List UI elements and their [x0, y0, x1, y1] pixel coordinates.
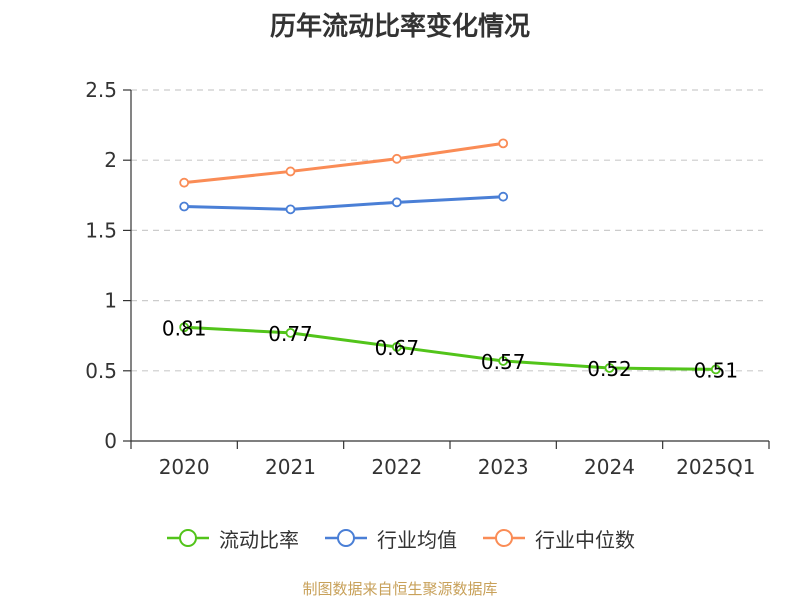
series-0-point — [498, 356, 509, 366]
legend-item-0[interactable]: 流动比率 — [165, 524, 299, 553]
series-0-line — [184, 325, 716, 371]
series-0-point — [179, 322, 190, 333]
legend-swatch-icon — [325, 529, 367, 547]
series-1-point — [391, 197, 402, 208]
source-note: 制图数据来自恒生聚源数据库 — [302, 580, 498, 598]
legend-label: 行业中位数 — [535, 527, 635, 552]
data-label: 0.77 — [268, 322, 313, 346]
legend-swatch-icon — [167, 529, 209, 547]
data-label: 0.52 — [587, 357, 632, 381]
legend-item-2[interactable]: 行业中位数 — [481, 524, 635, 553]
series-1-point — [498, 191, 509, 202]
legend-label: 行业均值 — [377, 527, 457, 552]
x-tick-label: 2024 — [584, 455, 635, 479]
chart-title: 历年流动比率变化情况 — [269, 12, 530, 42]
y-tick-label: 2.5 — [85, 78, 117, 102]
legend-label: 流动比率 — [219, 527, 299, 552]
y-tick-label: 2 — [104, 148, 117, 172]
x-tick-label: 2022 — [371, 455, 422, 479]
series-0-point — [710, 364, 721, 375]
series-lines — [179, 138, 721, 375]
series-2-point — [498, 138, 509, 149]
y-tick-label: 1.5 — [85, 218, 117, 242]
data-label: 0.81 — [162, 316, 207, 340]
series-1-point — [179, 201, 190, 212]
data-labels: 0.81 0.77 0.67 0.57 0.52 0.51 — [162, 316, 738, 382]
legend-swatch-icon — [483, 529, 525, 547]
data-label: 0.51 — [694, 358, 739, 382]
series-0-point — [285, 327, 296, 338]
data-label: 0.67 — [375, 336, 420, 360]
x-tick-label: 2020 — [159, 455, 210, 479]
series-1-point — [285, 204, 296, 215]
x-tick-label: 2025Q1 — [676, 455, 755, 479]
x-tick-label: 2023 — [478, 455, 529, 479]
series-0-point — [391, 342, 402, 352]
series-2-point — [391, 153, 402, 164]
y-tick-label: 0.5 — [85, 359, 117, 383]
y-tick-label: 1 — [104, 289, 117, 313]
legend: 流动比率 行业均值 行业中位数 — [0, 520, 800, 556]
series-0-point — [604, 363, 615, 373]
series-1-line — [184, 195, 504, 211]
y-tick-label: 0 — [104, 429, 117, 453]
legend-item-1[interactable]: 行业均值 — [323, 524, 457, 553]
x-tick-label: 2021 — [265, 455, 316, 479]
data-label: 0.57 — [481, 350, 526, 374]
series-2-point — [179, 177, 190, 188]
series-2-line — [184, 141, 504, 185]
series-2-point — [285, 166, 296, 177]
